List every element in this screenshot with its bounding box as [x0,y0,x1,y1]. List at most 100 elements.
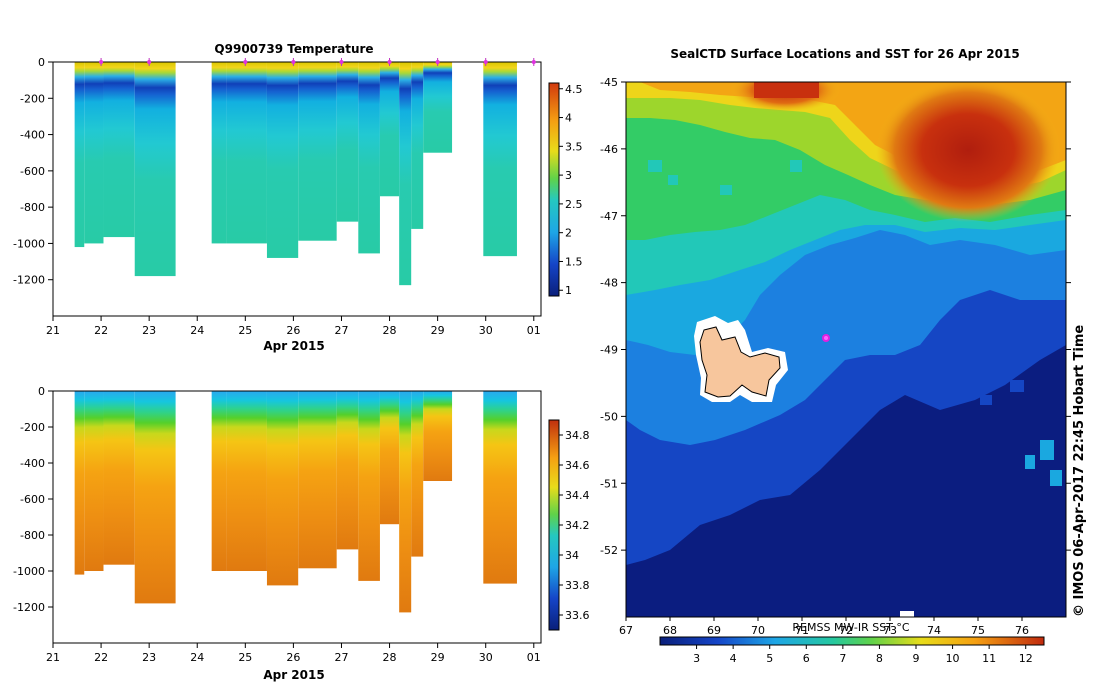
y-tick-label: -1000 [13,565,45,578]
sst-colorbar-tick-label: 12 [1019,652,1033,665]
sst-colorbar-tick-label: 7 [839,652,846,665]
x-tick-label: 26 [286,324,300,337]
profile-column [74,391,85,575]
profile-column [379,62,400,197]
salinity-section-chart: 0 -200 -400 -600 -800 -1000 -1200 21 22 23 24 25 26… [13,385,589,682]
profile-column [399,391,412,613]
profile-column [266,391,299,586]
y-tick-label: -400 [20,457,45,470]
x-tick-label: 22 [94,324,108,337]
x-tick-label: 28 [383,324,397,337]
profile-column [226,62,267,244]
map-latitude-axis: -45 -46 -47 -48 -49 -50 -51 -52 [600,76,1071,557]
lon-tick-label: 69 [707,624,721,637]
lat-tick-label: -49 [600,344,618,357]
surface-marker-dot [243,60,248,64]
lat-tick-label: -46 [600,143,618,156]
colorbar-tick-label: 33.6 [565,609,590,622]
salinity-colorbar [548,419,560,631]
profile-column [336,62,359,222]
x-tick-label: 25 [238,324,252,337]
x-tick-label: 30 [479,651,493,664]
y-tick-label: -200 [20,421,45,434]
x-tick-label: 01 [527,651,541,664]
y-tick-label: -400 [20,129,45,142]
surface-marker-dot [435,60,440,64]
profile-column [423,391,453,481]
x-tick-label: 28 [383,651,397,664]
y-tick-label: -600 [20,493,45,506]
temperature-section-chart: Q9900739 Temperature 0 -200 -400 -600 -800 -1… [13,42,582,353]
colorbar-tick-label: 34.4 [565,489,590,502]
map-longitude-axis: 67 68 69 70 71 72 73 74 75 76 [619,617,1029,637]
lat-tick-label: -45 [600,76,618,89]
lon-tick-label: 70 [751,624,765,637]
colorbar-tick-label: 4.5 [565,83,583,96]
surface-marker-dot [147,60,152,64]
profile-column [84,391,104,571]
lon-tick-label: 74 [927,624,941,637]
colorbar-tick-label: 1 [565,284,572,297]
lon-tick-label: 68 [663,624,677,637]
y-tick-label: -800 [20,529,45,542]
x-tick-label: 22 [94,651,108,664]
salinity-y-axis: 0 -200 -400 -600 -800 -1000 -1200 [13,385,53,614]
x-tick-label: 01 [527,324,541,337]
temperature-axes-frame [52,61,542,317]
profile-column [298,62,337,241]
lat-tick-label: -47 [600,210,618,223]
lon-tick-label: 67 [619,624,633,637]
y-tick-label: -200 [20,92,45,105]
profile-column [358,62,380,254]
profile-column [103,62,135,238]
x-tick-label: 21 [46,651,60,664]
salinity-x-axis: 21 22 23 24 25 26 27 28 29 30 01 [46,643,541,664]
x-tick-label: 27 [334,651,348,664]
sst-colorbar-label: REMSS MW-IR SST °C [792,621,910,634]
profile-column [134,62,176,277]
surface-marker-dot [291,60,296,64]
profile-column [399,62,412,286]
profile-column [298,391,337,569]
x-tick-label: 29 [431,324,445,337]
x-tick-label: 26 [286,651,300,664]
surface-marker-dot [483,60,488,64]
x-tick-label: 24 [190,324,204,337]
colorbar-tick-label: 34.8 [565,429,590,442]
sst-colorbar-tick-label: 8 [876,652,883,665]
surface-marker-dot [531,60,536,64]
lat-tick-label: -52 [600,544,618,557]
profile-column [411,62,424,229]
profile-column [74,62,85,248]
colorbar-tick-label: 2.5 [565,198,583,211]
profile-column [483,391,517,584]
lon-tick-label: 72 [839,624,853,637]
colorbar-tick-label: 34.6 [565,459,590,472]
y-tick-label: -800 [20,201,45,214]
salinity-colorbar-ticks: 34.8 34.6 34.4 34.2 34 33.8 33.6 [559,429,590,622]
lat-tick-label: -51 [600,477,618,490]
temperature-profiles [74,62,517,286]
colorbar-tick-label: 34 [565,549,579,562]
x-tick-label: 25 [238,651,252,664]
colorbar-tick-label: 4 [565,112,572,125]
salinity-axes-frame [52,390,542,644]
lon-tick-label: 71 [795,624,809,637]
profile-column [211,62,227,244]
temperature-y-axis: 0 -200 -400 -600 -800 -1000 -1200 [13,56,53,287]
temperature-x-label: Apr 2015 [263,339,324,353]
profile-column [226,391,267,571]
temperature-chart-title: Q9900739 Temperature [214,42,373,56]
sst-colorbar-tick-label: 5 [766,652,773,665]
sst-colorbar-tick-label: 10 [946,652,960,665]
salinity-x-label: Apr 2015 [263,668,324,682]
colorbar-tick-label: 2 [565,227,572,240]
credit-text: © IMOS 06-Apr-2017 22:45 Hobart Time [1072,325,1087,617]
profile-column [379,391,400,525]
y-tick-label: 0 [38,385,45,398]
y-tick-label: -1200 [13,274,45,287]
y-tick-label: -1000 [13,237,45,250]
temperature-x-axis: 21 22 23 24 25 26 27 28 29 30 01 [46,316,541,337]
x-tick-label: 24 [190,651,204,664]
